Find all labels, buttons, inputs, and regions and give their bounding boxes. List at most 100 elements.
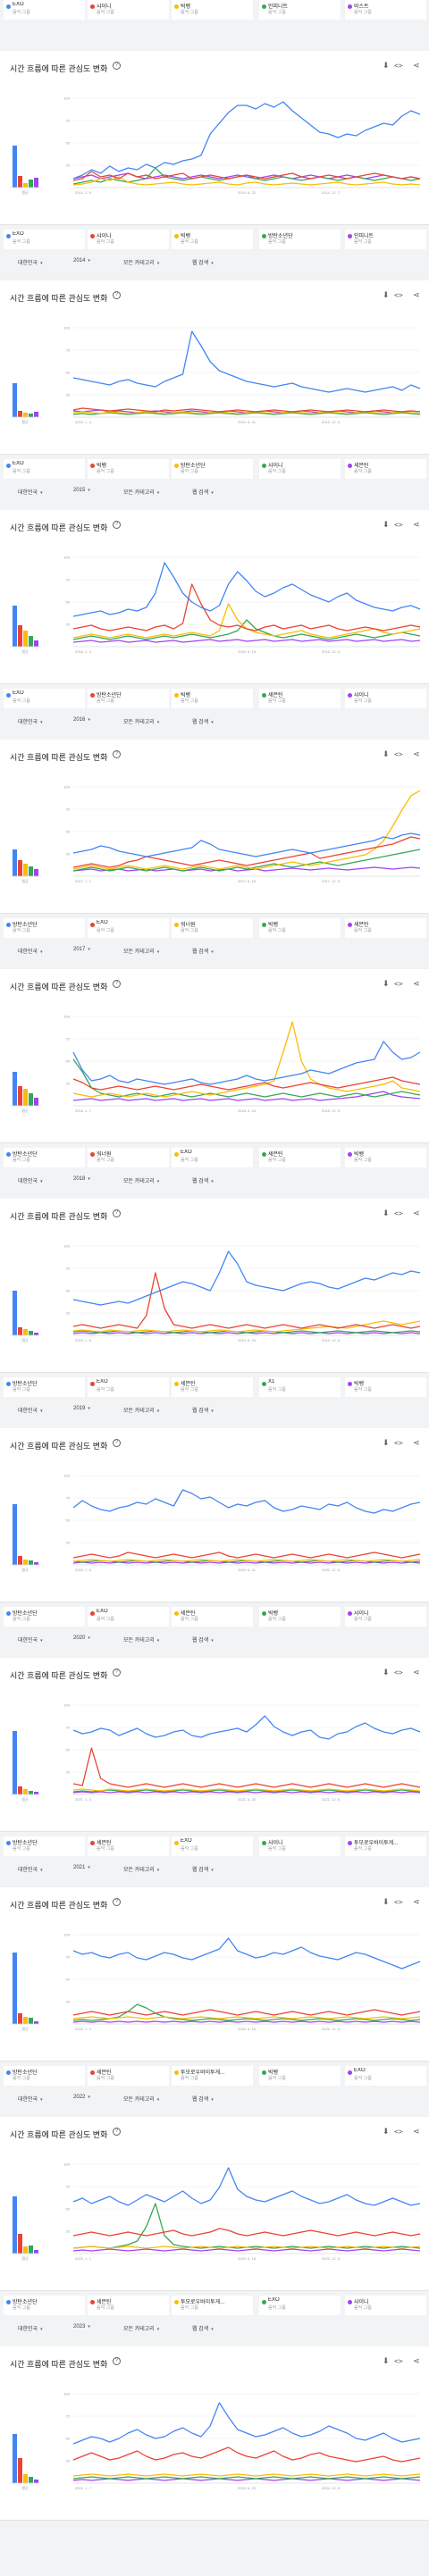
category-filter[interactable]: 모든 카테고리▾ <box>123 1406 159 1414</box>
legend-card[interactable]: 샤이니 음악 그룹 <box>345 1607 426 1627</box>
download-icon[interactable]: ⬇ <box>383 2356 390 2365</box>
download-icon[interactable]: ⬇ <box>383 749 390 758</box>
year-filter[interactable]: 2020 ▾ <box>73 1635 90 1641</box>
legend-card[interactable]: 샤이니 음악 그룹 <box>345 689 426 708</box>
legend-card[interactable]: 세븐틴 음악 그룹 <box>172 1377 253 1397</box>
legend-card[interactable]: 방탄소년단 음악 그룹 <box>88 689 169 708</box>
embed-icon[interactable]: <> <box>394 62 403 70</box>
legend-card[interactable]: EXO 음악 그룹 <box>88 918 169 938</box>
legend-card[interactable]: 빅뱅 음악 그룹 <box>172 689 253 708</box>
region-filter[interactable]: 대한민국▾ <box>18 947 43 955</box>
legend-card[interactable]: 세븐틴 음악 그룹 <box>345 459 426 479</box>
help-icon[interactable]: ? <box>113 2128 121 2136</box>
search-type-filter[interactable]: 웹 검색▾ <box>192 1635 214 1643</box>
legend-card[interactable]: 빅뱅 음악 그룹 <box>259 1607 341 1627</box>
embed-icon[interactable]: <> <box>394 980 403 988</box>
legend-card[interactable]: 샤이니 음악 그룹 <box>88 230 169 249</box>
download-icon[interactable]: ⬇ <box>383 520 390 529</box>
legend-card[interactable]: 방탄소년단 음악 그룹 <box>4 2296 85 2315</box>
download-icon[interactable]: ⬇ <box>383 2127 390 2136</box>
legend-card[interactable]: 방탄소년단 음악 그룹 <box>4 1148 85 1167</box>
legend-card[interactable]: 투모로우바이투게... 음악 그룹 <box>172 2066 253 2086</box>
help-icon[interactable]: ? <box>113 62 121 70</box>
category-filter[interactable]: 모든 카테고리▾ <box>123 2324 159 2332</box>
legend-card[interactable]: 세븐틴 음악 그룹 <box>88 1836 169 1856</box>
legend-card[interactable]: 방탄소년단 음악 그룹 <box>4 1377 85 1397</box>
legend-card[interactable]: 방탄소년단 음악 그룹 <box>4 2066 85 2086</box>
help-icon[interactable]: ? <box>113 1898 121 1906</box>
legend-card[interactable]: 방탄소년단 음악 그룹 <box>172 459 253 479</box>
legend-card[interactable]: EXO 음악 그룹 <box>259 2296 341 2315</box>
legend-card[interactable]: 방탄소년단 음악 그룹 <box>4 918 85 938</box>
help-icon[interactable]: ? <box>113 980 121 988</box>
search-type-filter[interactable]: 웹 검색▾ <box>192 947 214 955</box>
legend-card[interactable]: 빅뱅 음악 그룹 <box>259 2066 341 2086</box>
year-filter[interactable]: 2017 ▾ <box>73 947 90 952</box>
legend-card[interactable]: 방탄소년단 음악 그룹 <box>4 1836 85 1856</box>
legend-card[interactable]: 빅뱅 음악 그룹 <box>172 0 253 20</box>
region-filter[interactable]: 대한민국▾ <box>18 1176 43 1184</box>
legend-card[interactable]: 빅뱅 음악 그룹 <box>259 918 341 938</box>
legend-card[interactable]: 세븐틴 음악 그룹 <box>88 2296 169 2315</box>
region-filter[interactable]: 대한민국▾ <box>18 488 43 496</box>
year-filter[interactable]: 2023 ▾ <box>73 2324 90 2329</box>
legend-card[interactable]: 빅뱅 음악 그룹 <box>345 1377 426 1397</box>
year-filter[interactable]: 2022 ▾ <box>73 2095 90 2100</box>
search-type-filter[interactable]: 웹 검색▾ <box>192 1406 214 1414</box>
embed-icon[interactable]: <> <box>394 2357 403 2365</box>
embed-icon[interactable]: <> <box>394 750 403 758</box>
region-filter[interactable]: 대한민국▾ <box>18 1865 43 1873</box>
legend-card[interactable]: EXO 음악 그룹 <box>4 230 85 249</box>
share-icon[interactable]: ⋖ <box>413 520 420 529</box>
share-icon[interactable]: ⋖ <box>413 1438 420 1447</box>
share-icon[interactable]: ⋖ <box>413 290 420 299</box>
embed-icon[interactable]: <> <box>394 1669 403 1677</box>
region-filter[interactable]: 대한민국▾ <box>18 258 43 266</box>
legend-card[interactable]: EXO 음악 그룹 <box>4 459 85 479</box>
embed-icon[interactable]: <> <box>394 1209 403 1217</box>
search-type-filter[interactable]: 웹 검색▾ <box>192 2095 214 2103</box>
download-icon[interactable]: ⬇ <box>383 1668 390 1677</box>
download-icon[interactable]: ⬇ <box>383 979 390 988</box>
search-type-filter[interactable]: 웹 검색▾ <box>192 1176 214 1184</box>
legend-card[interactable]: 세븐틴 음악 그룹 <box>172 1607 253 1627</box>
legend-card[interactable]: 워너원 음악 그룹 <box>172 918 253 938</box>
legend-card[interactable]: 세븐틴 음악 그룹 <box>259 689 341 708</box>
legend-card[interactable]: 샤이니 음악 그룹 <box>259 459 341 479</box>
region-filter[interactable]: 대한민국▾ <box>18 717 43 725</box>
help-icon[interactable]: ? <box>113 2357 121 2365</box>
embed-icon[interactable]: <> <box>394 2128 403 2136</box>
legend-card[interactable]: EXO 음악 그룹 <box>4 0 85 20</box>
legend-card[interactable]: 인피니트 음악 그룹 <box>345 230 426 249</box>
share-icon[interactable]: ⋖ <box>413 749 420 758</box>
share-icon[interactable]: ⋖ <box>413 2356 420 2365</box>
year-filter[interactable]: 2018 ▾ <box>73 1176 90 1182</box>
legend-card[interactable]: 인피니트 음악 그룹 <box>259 0 341 20</box>
region-filter[interactable]: 대한민국▾ <box>18 2324 43 2332</box>
legend-card[interactable]: 세븐틴 음악 그룹 <box>88 2066 169 2086</box>
embed-icon[interactable]: <> <box>394 1439 403 1447</box>
legend-card[interactable]: 빅뱅 음악 그룹 <box>172 230 253 249</box>
legend-card[interactable]: 워너원 음악 그룹 <box>88 1148 169 1167</box>
search-type-filter[interactable]: 웹 검색▾ <box>192 1865 214 1873</box>
legend-card[interactable]: EXO 음악 그룹 <box>88 1377 169 1397</box>
category-filter[interactable]: 모든 카테고리▾ <box>123 1865 159 1873</box>
search-type-filter[interactable]: 웹 검색▾ <box>192 488 214 496</box>
category-filter[interactable]: 모든 카테고리▾ <box>123 947 159 955</box>
help-icon[interactable]: ? <box>113 1439 121 1447</box>
category-filter[interactable]: 모든 카테고리▾ <box>123 1635 159 1643</box>
share-icon[interactable]: ⋖ <box>413 1897 420 1906</box>
share-icon[interactable]: ⋖ <box>413 1209 420 1217</box>
year-filter[interactable]: 2019 ▾ <box>73 1406 90 1411</box>
legend-card[interactable]: EXO 음악 그룹 <box>172 1148 253 1167</box>
download-icon[interactable]: ⬇ <box>383 1209 390 1217</box>
category-filter[interactable]: 모든 카테고리▾ <box>123 2095 159 2103</box>
legend-card[interactable]: EXO 음악 그룹 <box>172 1836 253 1856</box>
help-icon[interactable]: ? <box>113 291 121 299</box>
legend-card[interactable]: 투모로우바이투게... 음악 그룹 <box>172 2296 253 2315</box>
region-filter[interactable]: 대한민국▾ <box>18 1406 43 1414</box>
help-icon[interactable]: ? <box>113 750 121 758</box>
legend-card[interactable]: 세븐틴 음악 그룹 <box>345 918 426 938</box>
embed-icon[interactable]: <> <box>394 521 403 529</box>
year-filter[interactable]: 2014 ▾ <box>73 258 90 263</box>
